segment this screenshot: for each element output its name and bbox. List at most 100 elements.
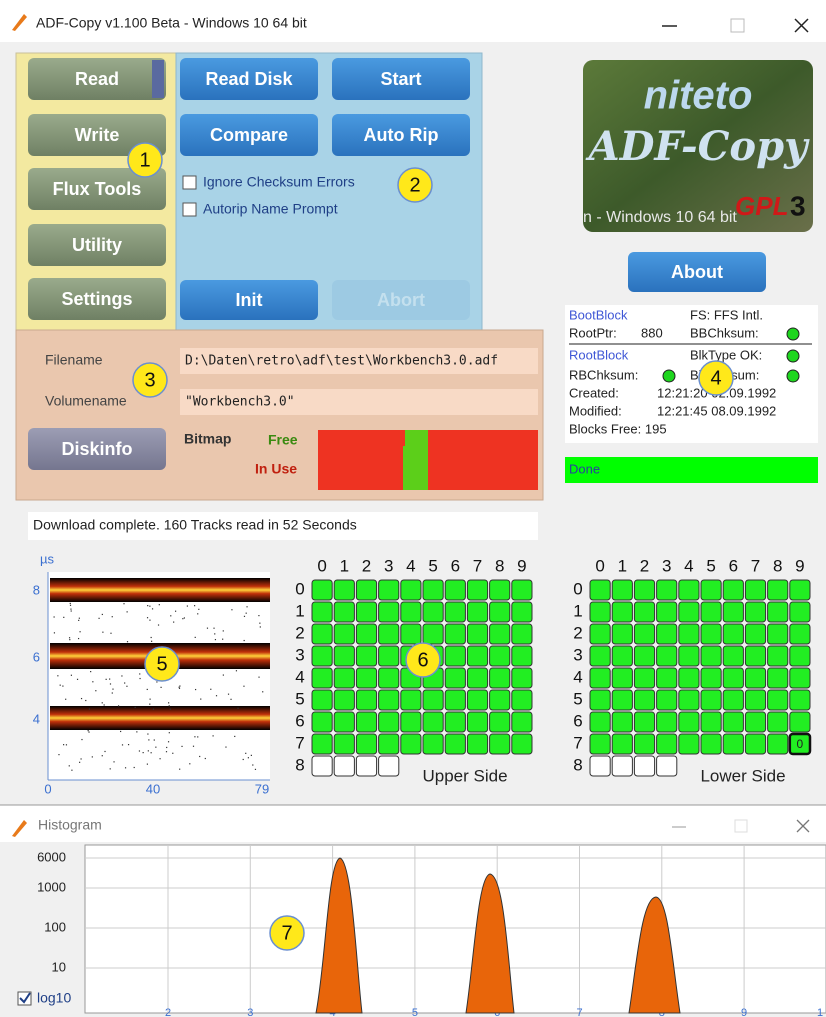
track-cell bbox=[589, 755, 611, 777]
close-button[interactable] bbox=[794, 18, 809, 33]
row-label: 7 bbox=[295, 733, 304, 752]
title-bar bbox=[0, 0, 826, 42]
flux-dot bbox=[78, 617, 80, 619]
diskinfo-button[interactable] bbox=[28, 428, 166, 470]
flux-dot bbox=[178, 686, 180, 688]
volumename-value: "Workbench3.0" bbox=[185, 395, 295, 410]
flux-dot bbox=[101, 613, 103, 616]
maximize-button[interactable] bbox=[730, 18, 745, 33]
column-label: 1 bbox=[340, 556, 349, 575]
flux-dot bbox=[65, 744, 68, 746]
nav-button[interactable] bbox=[28, 224, 166, 266]
flux-dot bbox=[189, 763, 191, 765]
track-cell bbox=[744, 667, 767, 689]
flux-dot bbox=[126, 641, 129, 643]
track-cell bbox=[633, 689, 656, 711]
compare-button[interactable] bbox=[180, 114, 318, 156]
flux-dot bbox=[258, 676, 260, 678]
flux-dot bbox=[170, 615, 172, 617]
flux-dot bbox=[101, 702, 103, 704]
track-cell bbox=[656, 733, 678, 755]
option-label: Ignore Checksum Errors bbox=[203, 174, 355, 190]
track-cell bbox=[678, 667, 700, 689]
init-button[interactable] bbox=[180, 280, 318, 320]
close-button[interactable] bbox=[796, 819, 810, 833]
flux-dot bbox=[69, 602, 71, 605]
status-led bbox=[662, 369, 676, 383]
flux-dot bbox=[103, 704, 105, 706]
nav-button[interactable] bbox=[28, 168, 166, 210]
flux-dot bbox=[62, 685, 64, 687]
flux-dot bbox=[53, 632, 56, 634]
flux-dot bbox=[58, 754, 60, 756]
checkbox[interactable] bbox=[182, 175, 197, 190]
track-cell bbox=[678, 579, 700, 601]
flux-dot bbox=[81, 738, 83, 741]
callout-badge bbox=[397, 167, 433, 203]
info-text: 880 bbox=[641, 325, 663, 340]
track-cell bbox=[355, 579, 378, 601]
row-label: 3 bbox=[573, 645, 582, 664]
track-cell bbox=[589, 711, 611, 733]
flux-dot bbox=[197, 736, 199, 738]
track-cell bbox=[611, 601, 633, 623]
track-cell bbox=[722, 623, 744, 645]
flux-dot bbox=[246, 606, 248, 608]
track-cell bbox=[511, 623, 533, 645]
flux-dot bbox=[151, 640, 153, 642]
auto-rip-button[interactable] bbox=[332, 114, 470, 156]
filename-field[interactable] bbox=[180, 348, 538, 374]
flux-dot bbox=[168, 702, 170, 704]
flux-dot bbox=[149, 703, 151, 705]
flux-dot bbox=[194, 605, 196, 607]
track-cell bbox=[466, 667, 489, 689]
abort-label: Abort bbox=[377, 290, 425, 310]
callout-badge bbox=[132, 362, 168, 398]
about-button[interactable] bbox=[628, 252, 766, 292]
flux-dot bbox=[149, 619, 151, 621]
nav-button[interactable] bbox=[28, 114, 166, 156]
read-disk-button[interactable] bbox=[180, 58, 318, 100]
track-cell bbox=[656, 623, 678, 645]
flux-dot bbox=[70, 674, 73, 676]
track-cell bbox=[656, 645, 678, 667]
track-cell bbox=[355, 623, 378, 645]
info-heading: BootBlock bbox=[569, 307, 628, 322]
flux-dot bbox=[68, 765, 70, 767]
logo-product: ADF-Copy bbox=[585, 123, 810, 170]
checkbox[interactable] bbox=[182, 202, 197, 217]
maximize-button[interactable] bbox=[734, 819, 748, 833]
flux-dot bbox=[178, 687, 181, 689]
track-cell bbox=[444, 667, 466, 689]
flux-dot bbox=[127, 744, 130, 746]
flux-dot bbox=[146, 617, 149, 619]
track-cell bbox=[422, 579, 444, 601]
nav-button[interactable] bbox=[28, 278, 166, 320]
column-label: 4 bbox=[406, 556, 415, 575]
flux-dot bbox=[156, 681, 158, 683]
nav-button[interactable] bbox=[28, 58, 166, 100]
flux-dot bbox=[254, 768, 257, 770]
flux-y-tick: 8 bbox=[33, 582, 40, 597]
start-button[interactable] bbox=[332, 58, 470, 100]
flux-dot bbox=[138, 750, 141, 752]
track-cell bbox=[489, 733, 511, 755]
track-cell bbox=[611, 645, 633, 667]
track-cell bbox=[422, 601, 444, 623]
flux-dot bbox=[139, 677, 141, 680]
flux-dot bbox=[88, 708, 91, 710]
flux-dot bbox=[146, 688, 148, 691]
track-cell bbox=[767, 645, 789, 667]
nav-label: Write bbox=[75, 125, 120, 145]
volumename-field[interactable] bbox=[180, 389, 538, 415]
flux-dot bbox=[78, 619, 80, 621]
column-label: 9 bbox=[795, 556, 804, 575]
callout-number: 7 bbox=[281, 922, 292, 944]
x-tick-label: 3 bbox=[247, 1007, 253, 1017]
column-label: 3 bbox=[662, 556, 671, 575]
filename-label: Filename bbox=[45, 352, 103, 368]
logo-license: GPL bbox=[735, 191, 788, 221]
app-icon bbox=[12, 820, 27, 837]
track-cell bbox=[722, 601, 744, 623]
